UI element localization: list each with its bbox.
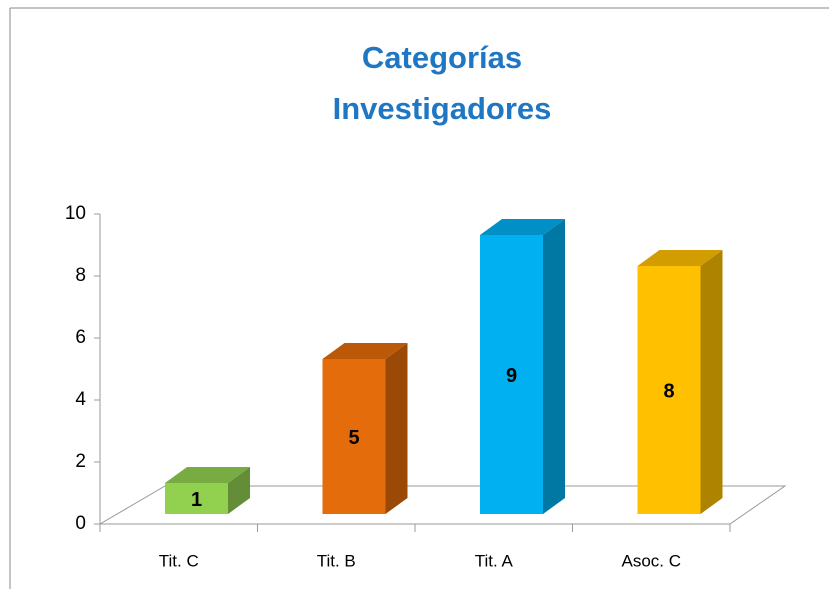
bar <box>637 266 701 514</box>
x-tick-label: Tit. B <box>317 551 356 570</box>
bar-side <box>385 343 408 514</box>
x-tick-label: Asoc. C <box>621 551 681 570</box>
y-tick-label: 0 <box>75 513 86 534</box>
value-label: 1 <box>191 489 202 511</box>
bar <box>322 359 386 514</box>
y-tick-label: 6 <box>75 327 86 348</box>
bar-side <box>543 219 565 514</box>
value-label: 8 <box>663 380 674 402</box>
y-tick-label: 10 <box>65 203 86 224</box>
y-tick-label: 4 <box>75 389 86 410</box>
value-label: 5 <box>348 427 359 449</box>
chart-title: Investigadores <box>333 91 552 126</box>
floor <box>98 485 787 525</box>
bar <box>480 235 543 514</box>
bar-side <box>700 250 723 514</box>
chart-title: Categorías <box>362 40 522 75</box>
bar-top <box>322 343 408 359</box>
bar-top <box>637 250 723 266</box>
y-tick-label: 2 <box>75 451 86 472</box>
bar <box>165 483 228 514</box>
bar-side <box>228 467 250 514</box>
bar-top <box>165 467 250 483</box>
bar-top <box>480 219 565 235</box>
x-tick-label: Tit. C <box>159 551 199 570</box>
x-tick-label: Tit. A <box>475 551 514 570</box>
value-label: 9 <box>506 365 517 387</box>
y-tick-label: 8 <box>75 265 86 286</box>
